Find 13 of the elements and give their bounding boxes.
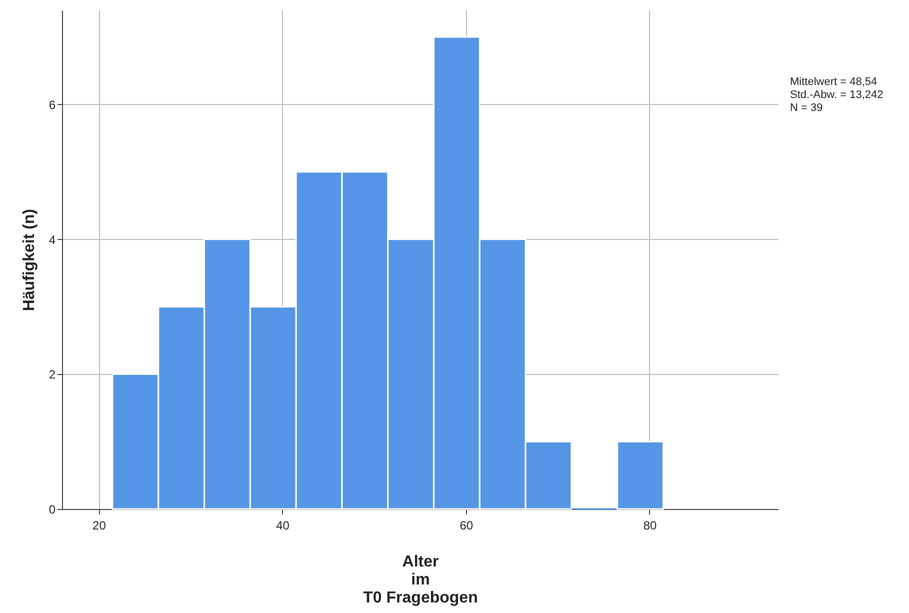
- y-tick-label: 6: [48, 98, 56, 112]
- x-tick-label: 60: [460, 518, 474, 532]
- text: Mittelwert = 48,54: [790, 76, 878, 88]
- x-tick-label: 20: [92, 518, 106, 532]
- y-tick-label: 0: [48, 502, 56, 516]
- x-axis-title: Alter im T0 Fragebogen: [363, 554, 478, 606]
- text: Std.-Abw. = 13,242: [790, 89, 884, 101]
- y-tick-label: 2: [48, 368, 56, 382]
- y-axis-title: Häufigkeit (n): [20, 208, 38, 312]
- text: N = 39: [790, 102, 823, 114]
- x-tick-label: 40: [276, 518, 290, 532]
- y-tick-label: 4: [48, 232, 56, 247]
- x-tick-label: 80: [643, 518, 657, 532]
